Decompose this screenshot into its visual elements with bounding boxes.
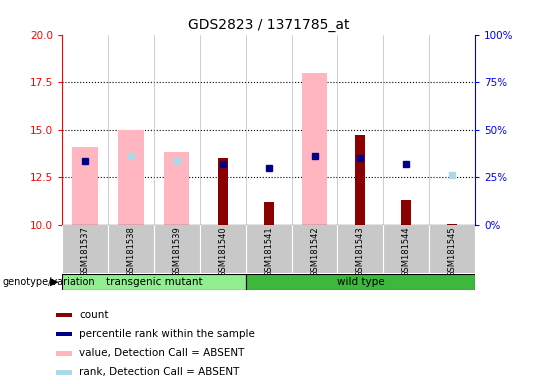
Text: count: count xyxy=(79,310,109,320)
Text: GSM181537: GSM181537 xyxy=(80,226,90,277)
Bar xyxy=(447,224,457,225)
Text: value, Detection Call = ABSENT: value, Detection Call = ABSENT xyxy=(79,348,245,358)
Bar xyxy=(56,351,72,356)
Bar xyxy=(218,158,228,225)
Bar xyxy=(62,274,246,290)
Text: GSM181540: GSM181540 xyxy=(218,226,227,277)
Text: GSM181543: GSM181543 xyxy=(356,226,365,277)
Text: genotype/variation: genotype/variation xyxy=(3,277,96,287)
Bar xyxy=(56,313,72,317)
Text: GSM181544: GSM181544 xyxy=(402,226,411,277)
Text: GSM181538: GSM181538 xyxy=(126,226,136,277)
Bar xyxy=(302,73,327,225)
Text: transgenic mutant: transgenic mutant xyxy=(106,277,202,287)
Bar xyxy=(118,130,144,225)
Text: GSM181545: GSM181545 xyxy=(448,226,457,277)
Text: rank, Detection Call = ABSENT: rank, Detection Call = ABSENT xyxy=(79,367,240,377)
Bar xyxy=(56,370,72,375)
Text: wild type: wild type xyxy=(336,277,384,287)
Bar xyxy=(264,202,274,225)
Title: GDS2823 / 1371785_at: GDS2823 / 1371785_at xyxy=(188,18,349,32)
Bar xyxy=(355,135,366,225)
Bar xyxy=(56,332,72,336)
Bar xyxy=(246,274,475,290)
Bar xyxy=(164,152,190,225)
Bar xyxy=(401,200,411,225)
Text: GSM181541: GSM181541 xyxy=(264,226,273,277)
Text: GSM181542: GSM181542 xyxy=(310,226,319,277)
Bar xyxy=(72,147,98,225)
Text: ▶: ▶ xyxy=(50,277,58,287)
Text: GSM181539: GSM181539 xyxy=(172,226,181,277)
Text: percentile rank within the sample: percentile rank within the sample xyxy=(79,329,255,339)
